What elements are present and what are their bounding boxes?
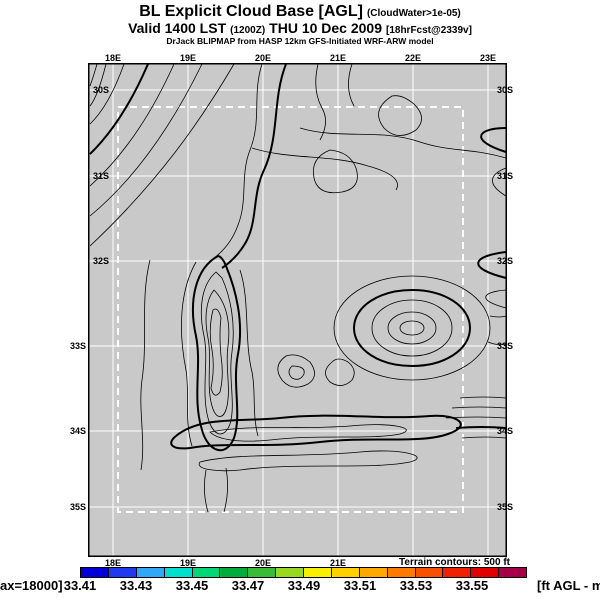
colorbar-segment xyxy=(247,568,276,577)
title-line: BL Explicit Cloud Base [AGL] (CloudWater>… xyxy=(0,3,600,21)
colorbar-segments xyxy=(80,567,527,578)
colorbar-label-7: 33.55 xyxy=(455,578,489,593)
colorbar-label-4: 33.49 xyxy=(287,578,321,593)
colorbar-label-3: 33.47 xyxy=(231,578,265,593)
page-title: BL Explicit Cloud Base [AGL] xyxy=(139,3,363,20)
title-threshold-note: (CloudWater>1e-05) xyxy=(366,8,461,19)
colorbar-segment xyxy=(330,568,359,577)
lon-tick-bottom-20e: 20E xyxy=(254,558,272,568)
lon-tick-top-22e: 22E xyxy=(404,53,422,63)
lon-tick-top-20e: 20E xyxy=(254,53,272,63)
lon-tick-bottom-19e: 19E xyxy=(179,558,197,568)
colorbar-segment xyxy=(135,568,164,577)
model-source-line: DrJack BLIPMAP from HASP 12km GFS-Initia… xyxy=(166,35,434,46)
colorbar-label-5: 33.51 xyxy=(343,578,377,593)
lat-tick-right-31s: 31S xyxy=(497,171,514,181)
lat-tick-right-34s: 34S xyxy=(497,426,514,436)
lat-tick-left-31s: 31S xyxy=(93,171,110,181)
colorbar-segment xyxy=(498,568,526,577)
colorbar-segment xyxy=(414,568,443,577)
terrain-note: Terrain contours: 500 ft xyxy=(399,557,510,568)
inner-domain-box xyxy=(117,106,464,513)
lat-tick-left-34s: 34S xyxy=(69,426,86,436)
lon-tick-bottom-21e: 21E xyxy=(329,558,347,568)
colorbar-label-0: 33.41 xyxy=(63,578,97,593)
colorbar-segment xyxy=(219,568,248,577)
lat-tick-right-30s: 30S xyxy=(497,85,514,95)
lat-tick-left-33s: 33S xyxy=(69,341,86,351)
valid-time: Valid 1400 LST xyxy=(128,19,227,36)
lon-tick-bottom-18e: 18E xyxy=(104,558,122,568)
valid-date: THU 10 Dec 2009 xyxy=(269,19,382,36)
terrain-contours xyxy=(89,63,507,513)
lat-tick-left-30s: 30S xyxy=(93,85,110,95)
lat-tick-right-32s: 32S xyxy=(497,256,514,266)
map-background xyxy=(88,63,507,557)
lon-tick-top-23e: 23E xyxy=(479,53,497,63)
colorbar-segment xyxy=(191,568,220,577)
lat-tick-left-32s: 32S xyxy=(93,256,110,266)
colorbar-segment xyxy=(81,568,108,577)
colorbar-label-1: 33.43 xyxy=(119,578,153,593)
colorbar-segment xyxy=(163,568,192,577)
colorbar-segment xyxy=(275,568,303,577)
terrain-contours-index xyxy=(89,63,507,452)
valid-zulu: (1200Z) xyxy=(230,24,266,36)
footer-right-caption: [ft AGL - m xyxy=(537,578,600,593)
lat-tick-right-35s: 35S xyxy=(497,502,514,512)
forecast-note: [18hrFcst@2339v] xyxy=(386,24,472,36)
lon-tick-top-18e: 18E xyxy=(104,53,122,63)
lon-tick-top-21e: 21E xyxy=(329,53,347,63)
colorbar-label-6: 33.53 xyxy=(399,578,433,593)
header: BL Explicit Cloud Base [AGL] (CloudWater>… xyxy=(0,3,600,46)
footer-left-caption: ax=18000] xyxy=(0,578,63,593)
colorbar-segment xyxy=(358,568,387,577)
colorbar-label-2: 33.45 xyxy=(175,578,209,593)
lat-tick-left-35s: 35S xyxy=(69,502,86,512)
map-frame xyxy=(88,63,507,557)
valid-line: Valid 1400 LST (1200Z) THU 10 Dec 2009 [18h… xyxy=(0,19,600,37)
colorbar-segment xyxy=(107,568,136,577)
lon-tick-top-19e: 19E xyxy=(179,53,197,63)
lat-tick-right-33s: 33S xyxy=(497,341,514,351)
colorbar-segment xyxy=(470,568,499,577)
colorbar-segment xyxy=(386,568,415,577)
colorbar-segment xyxy=(442,568,471,577)
colorbar-segment xyxy=(303,568,331,577)
